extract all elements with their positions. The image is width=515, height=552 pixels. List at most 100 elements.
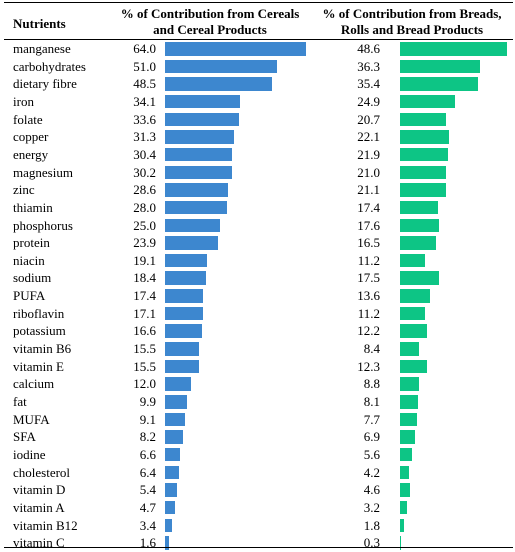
table-row: magnesium 30.2 21.0 <box>0 164 515 182</box>
cereals-bar <box>165 324 202 338</box>
cereals-bar <box>165 165 232 180</box>
breads-bar <box>400 271 439 285</box>
table-row: folate 33.6 20.7 <box>0 111 515 129</box>
breads-bar <box>400 218 439 232</box>
cereals-value: 30.4 <box>133 146 156 162</box>
breads-value: 12.2 <box>357 323 380 339</box>
nutrient-name: vitamin C <box>13 535 65 551</box>
breads-bar <box>400 42 508 56</box>
nutrient-name: vitamin B6 <box>13 341 72 357</box>
nutrient-name: energy <box>13 146 49 162</box>
nutrient-name: vitamin E <box>13 358 64 374</box>
table-row: cholesterol 6.4 4.2 <box>0 464 515 482</box>
nutrient-name: folate <box>13 111 43 127</box>
breads-value: 7.7 <box>363 411 380 427</box>
nutrient-name: vitamin D <box>13 482 66 498</box>
nutrient-name: niacin <box>13 252 45 268</box>
breads-value: 16.5 <box>357 235 380 251</box>
table-row: iron 34.1 24.9 <box>0 93 515 111</box>
table-row: niacin 19.1 11.2 <box>0 252 515 270</box>
cereals-value: 25.0 <box>133 217 156 233</box>
header-breads-line1: % of Contribution from Breads, <box>322 6 502 21</box>
header-cereals-line1: % of Contribution from Cereals <box>120 6 300 21</box>
nutrient-name: fat <box>13 394 27 409</box>
table-row: PUFA 17.4 13.6 <box>0 287 515 305</box>
nutrient-name: vitamin B12 <box>13 517 78 533</box>
breads-value: 17.4 <box>357 199 380 215</box>
cereals-value: 9.9 <box>139 394 156 409</box>
cereals-value: 30.2 <box>133 164 156 180</box>
cereals-value: 9.1 <box>139 411 156 427</box>
breads-value: 21.9 <box>357 146 380 162</box>
cereals-value: 12.0 <box>133 376 156 392</box>
cereals-bar <box>165 94 241 109</box>
cereals-value: 16.6 <box>133 323 156 339</box>
table-row: vitamin B6 15.5 8.4 <box>0 340 515 358</box>
cereals-value: 19.1 <box>133 252 156 268</box>
cereals-bar <box>165 412 186 427</box>
breads-value: 21.0 <box>357 164 380 180</box>
top-rule <box>4 2 513 4</box>
cereals-value: 15.5 <box>133 341 156 357</box>
cereals-bar <box>165 130 234 144</box>
nutrient-name: riboflavin <box>13 305 65 321</box>
cereals-bar <box>165 430 184 444</box>
breads-value: 3.2 <box>363 499 380 515</box>
header-rule <box>4 39 513 40</box>
cereals-bar <box>165 359 200 374</box>
breads-value: 17.5 <box>357 270 380 286</box>
cereals-bar <box>165 42 306 56</box>
breads-value: 21.1 <box>357 182 380 198</box>
breads-bar <box>400 430 416 444</box>
breads-value: 12.3 <box>357 358 380 374</box>
nutrient-name: iron <box>13 93 34 109</box>
cereals-bar <box>165 77 272 91</box>
cereals-bar <box>165 271 206 285</box>
cereals-value: 18.4 <box>133 270 156 286</box>
header-breads-line2: Rolls and Bread Products <box>340 22 484 37</box>
breads-bar <box>400 77 478 91</box>
breads-bar <box>400 359 428 374</box>
breads-bar <box>400 306 425 321</box>
breads-value: 8.1 <box>363 394 380 409</box>
cereals-value: 3.4 <box>139 517 156 533</box>
header-cereals-line2: and Cereal Products <box>153 22 267 37</box>
breads-bar <box>400 200 439 215</box>
cereals-bar <box>165 147 232 162</box>
breads-bar <box>400 165 447 180</box>
table-row: vitamin E 15.5 12.3 <box>0 358 515 376</box>
breads-bar <box>400 112 446 127</box>
cereals-value: 28.6 <box>133 182 156 198</box>
breads-value: 35.4 <box>357 76 380 92</box>
nutrient-name: protein <box>13 235 50 251</box>
breads-value: 48.6 <box>357 41 380 56</box>
table-row: vitamin A 4.7 3.2 <box>0 499 515 517</box>
cereals-value: 6.4 <box>139 464 156 480</box>
nutrient-name: zinc <box>13 182 35 198</box>
cereals-value: 17.4 <box>133 288 156 304</box>
nutrient-name: phosphorus <box>13 217 73 233</box>
header-cereals: % of Contribution from Cereals and Cerea… <box>110 6 310 38</box>
cereals-bar <box>165 218 221 232</box>
breads-bar <box>400 395 418 409</box>
cereals-value: 31.3 <box>133 129 156 145</box>
table-row: zinc 28.6 21.1 <box>0 181 515 199</box>
breads-bar <box>400 147 449 162</box>
nutrient-name: SFA <box>13 429 36 445</box>
cereals-value: 17.1 <box>133 305 156 321</box>
nutrient-name: magnesium <box>13 164 73 180</box>
breads-bar <box>400 324 427 338</box>
breads-value: 8.8 <box>363 376 380 392</box>
cereals-bar <box>165 500 176 515</box>
breads-value: 22.1 <box>357 129 380 145</box>
breads-value: 17.6 <box>357 217 380 233</box>
nutrient-name: thiamin <box>13 199 53 215</box>
cereals-value: 48.5 <box>133 76 156 92</box>
cereals-value: 34.1 <box>133 93 156 109</box>
breads-bar <box>400 183 447 197</box>
table-row: energy 30.4 21.9 <box>0 146 515 164</box>
table-row: thiamin 28.0 17.4 <box>0 199 515 217</box>
cereals-value: 6.6 <box>139 446 156 462</box>
cereals-bar <box>165 253 208 268</box>
breads-value: 11.2 <box>357 252 380 268</box>
